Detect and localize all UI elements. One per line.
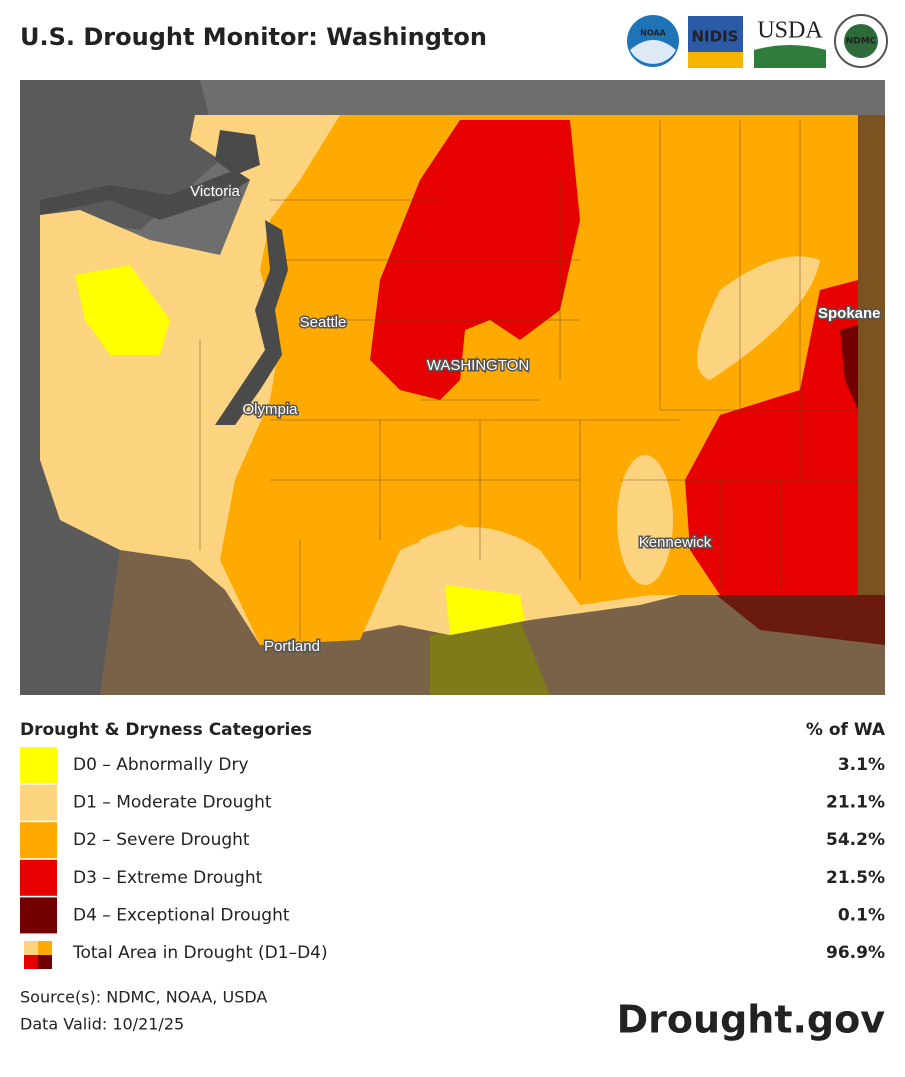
map-label: Spokane — [818, 305, 881, 322]
map: Victoria Seattle WASHINGTON Olympia Kenn… — [20, 80, 885, 695]
map-label: Portland — [264, 638, 320, 655]
map-label: Kennewick — [639, 534, 712, 551]
legend-swatch — [20, 822, 57, 859]
map-label: WASHINGTON — [427, 357, 530, 374]
legend-column: % of WA — [806, 720, 886, 740]
legend-label: Total Area in Drought (D1–D4) — [72, 943, 328, 963]
legend-swatch — [20, 897, 57, 934]
total-swatch — [24, 941, 52, 969]
legend-label: D0 – Abnormally Dry — [73, 755, 249, 775]
map-label: Seattle — [300, 314, 347, 331]
legend-swatch — [20, 747, 57, 783]
logo-text: NIDIS — [692, 28, 739, 46]
map-label: Victoria — [190, 183, 240, 200]
legend-value: 0.1% — [838, 905, 885, 925]
logo-text: NOAA — [640, 29, 666, 38]
legend-label: D3 – Extreme Drought — [73, 868, 263, 888]
legend-value: 21.5% — [826, 868, 885, 888]
legend-label: D4 – Exceptional Drought — [73, 905, 290, 925]
logo-text: USDA — [757, 18, 823, 44]
data-valid: Data Valid: 10/21/25 — [20, 1015, 184, 1034]
legend: D0 – Abnormally Dry 3.1% D1 – Moderate Dro… — [20, 747, 885, 963]
brand: Drought.gov — [617, 998, 886, 1042]
legend-value: 21.1% — [826, 793, 885, 813]
legend-label: D1 – Moderate Drought — [73, 793, 272, 813]
legend-swatch — [20, 784, 57, 821]
legend-swatch — [20, 859, 57, 896]
logos: NOAA NIDIS USDA NDMC — [627, 14, 888, 68]
legend-value: 96.9% — [826, 943, 885, 963]
legend-label: D2 – Severe Drought — [73, 830, 250, 850]
map-label: Olympia — [242, 401, 298, 418]
title: U.S. Drought Monitor: Washington — [20, 23, 487, 51]
logo-text: NDMC — [846, 37, 877, 47]
legend-heading: Drought & Dryness Categories — [20, 720, 312, 740]
legend-value: 54.2% — [826, 830, 885, 850]
source: Source(s): NDMC, NOAA, USDA — [20, 988, 267, 1007]
legend-value: 3.1% — [838, 755, 885, 775]
